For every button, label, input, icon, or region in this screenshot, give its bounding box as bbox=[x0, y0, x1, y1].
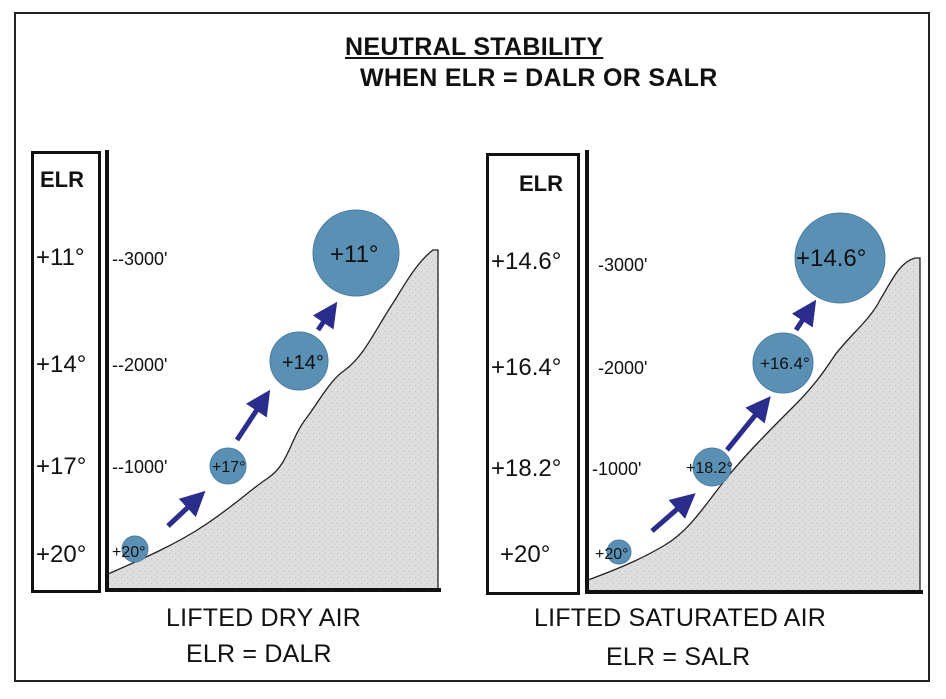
left-elr-box bbox=[31, 151, 101, 593]
right-parcel-3000 bbox=[794, 212, 886, 304]
left-parcel-3000 bbox=[312, 209, 400, 297]
left-parcel-1000 bbox=[209, 447, 247, 485]
left-elr-value-3000: +11° bbox=[36, 244, 85, 271]
right-arrow-2 bbox=[725, 396, 771, 452]
left-caption-line2: ELR = DALR bbox=[186, 640, 332, 668]
right-parcel-2000 bbox=[752, 332, 814, 394]
right-elr-header: ELR bbox=[519, 171, 563, 196]
right-parcel-surface bbox=[606, 539, 632, 565]
left-parcel-label-3000: +11° bbox=[330, 241, 379, 268]
right-arrow-1 bbox=[650, 493, 696, 533]
left-altitude-1000: --1000' bbox=[112, 457, 168, 477]
left-parcel-surface bbox=[121, 535, 149, 563]
right-elr-box bbox=[486, 153, 580, 595]
right-parcel-label-2000: +16.4° bbox=[760, 354, 810, 373]
left-arrow-1 bbox=[166, 490, 206, 528]
left-parcel-2000 bbox=[269, 331, 329, 391]
right-caption-line2: ELR = SALR bbox=[606, 643, 751, 671]
left-elr-header: ELR bbox=[40, 167, 84, 192]
left-elr-value-2000: +14° bbox=[36, 351, 87, 378]
right-altitude-2000: -2000' bbox=[598, 358, 648, 378]
left-elr-value-surface: +20° bbox=[36, 541, 87, 568]
left-arrow-3 bbox=[312, 301, 338, 332]
right-altitude-1000: -1000' bbox=[592, 459, 642, 479]
left-parcel-label-1000: +17° bbox=[212, 459, 246, 476]
right-elr-value-1000: +18.2° bbox=[491, 455, 562, 482]
left-altitude-2000: --2000' bbox=[112, 355, 168, 375]
left-parcel-label-2000: +14° bbox=[282, 352, 324, 374]
left-elr-value-1000: +17° bbox=[36, 453, 87, 480]
diagram-subtitle: WHEN ELR = DALR OR SALR bbox=[360, 64, 718, 92]
right-altitude-3000: -3000' bbox=[598, 255, 648, 275]
left-altitude-3000: --3000' bbox=[112, 249, 168, 269]
right-parcel-label-surface: +20° bbox=[595, 546, 629, 563]
left-arrow-2 bbox=[234, 389, 271, 442]
left-mountain bbox=[107, 249, 439, 591]
right-parcel-label-1000: +18.2° bbox=[686, 460, 733, 477]
right-caption-line1: LIFTED SATURATED AIR bbox=[534, 604, 827, 632]
right-parcel-label-3000: +14.6° bbox=[796, 245, 866, 272]
diagram-title: NEUTRAL STABILITY bbox=[345, 33, 604, 61]
left-caption-line1: LIFTED DRY AIR bbox=[166, 604, 361, 632]
right-parcel-1000 bbox=[692, 447, 732, 487]
right-elr-value-surface: +20° bbox=[500, 541, 551, 568]
right-mountain bbox=[587, 257, 921, 593]
right-elr-value-2000: +16.4° bbox=[491, 354, 562, 381]
right-elr-value-3000: +14.6° bbox=[491, 248, 562, 275]
left-parcel-label-surface: +20° bbox=[112, 544, 146, 561]
right-arrow-3 bbox=[791, 299, 817, 332]
